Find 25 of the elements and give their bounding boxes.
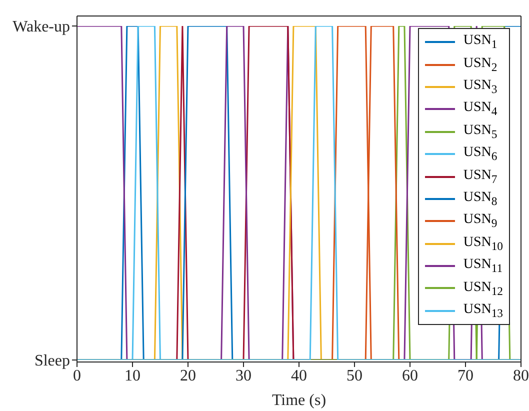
legend-label: USN$_{6}$ <box>463 145 498 164</box>
category-label: Sleep <box>34 352 70 370</box>
x-axis-title: Time (s) <box>272 392 326 409</box>
legend-label: USN$_{11}$ <box>463 257 503 275</box>
legend-label: USN$_{13}$ <box>463 302 503 320</box>
legend-label: USN$_{4}$ <box>463 100 498 118</box>
x-tick-label: 10 <box>124 367 140 384</box>
x-tick-label: 40 <box>291 367 307 384</box>
category-label: Wake-up <box>12 18 70 36</box>
x-tick-label: 80 <box>513 367 529 384</box>
legend-label: USN$_{12}$ <box>463 280 503 298</box>
legend-label: USN$_{1}$ <box>463 33 498 52</box>
legend-label: USN$_{7}$ <box>463 168 498 186</box>
legend-label: USN$_{5}$ <box>463 122 498 141</box>
x-tick-label: 60 <box>402 367 418 384</box>
x-tick-label: 20 <box>180 367 196 384</box>
x-tick-label: 30 <box>236 367 252 384</box>
x-tick-label: 70 <box>458 367 474 384</box>
legend-label: USN$_{8}$ <box>463 190 498 208</box>
legend-label: USN$_{9}$ <box>463 212 498 230</box>
legend-label: USN$_{3}$ <box>463 78 498 96</box>
legend-label: USN$_{10}$ <box>463 234 503 253</box>
x-tick-label: 0 <box>73 367 81 384</box>
x-tick-label: 50 <box>346 367 362 384</box>
legend-label: USN$_{2}$ <box>463 56 498 74</box>
